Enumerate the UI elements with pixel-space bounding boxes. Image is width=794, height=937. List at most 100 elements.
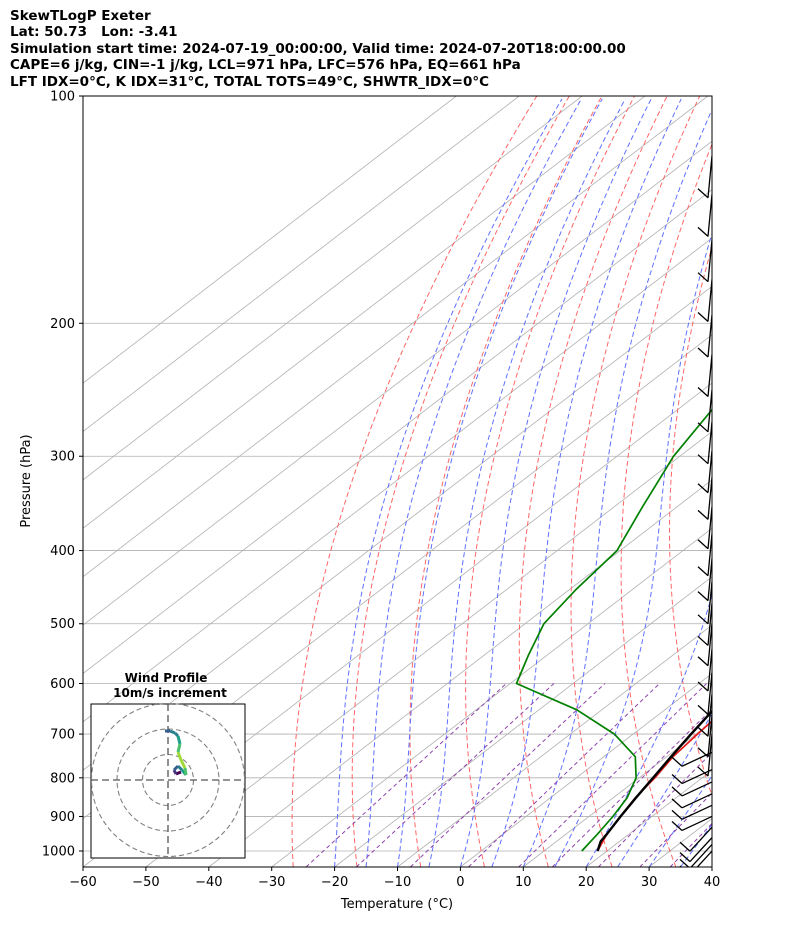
hodograph-segment	[179, 759, 187, 769]
hodograph-segment	[176, 735, 182, 745]
wind-barb-flag	[697, 188, 709, 199]
wind-barb-flag	[697, 509, 709, 520]
moist-adiabat	[680, 823, 712, 867]
x-tick-label: −50	[132, 875, 159, 890]
moist-adiabat	[554, 231, 712, 867]
mixing-ratio-line	[355, 683, 555, 867]
hodograph-segment	[183, 767, 188, 776]
mixing-ratio-line	[410, 683, 606, 867]
y-tick-label: 300	[50, 450, 75, 465]
inset-subtitle: 10m/s increment	[113, 686, 227, 700]
wind-barb-flag	[697, 566, 709, 577]
wind-barb	[671, 793, 712, 809]
moist-adiabat	[397, 98, 603, 867]
wind-barb	[679, 826, 712, 852]
wind-barb-staff	[707, 194, 712, 237]
hodograph-segment	[176, 743, 182, 753]
wind-barb-staff	[681, 751, 712, 767]
y-tick-label: 900	[50, 810, 75, 825]
x-tick-label: 30	[641, 875, 658, 890]
wind-barb-flag	[671, 798, 683, 809]
wind-barb-flag	[679, 841, 691, 852]
moist-adiabat	[585, 592, 712, 867]
wind-barb-flag	[671, 786, 683, 797]
wind-barb	[697, 648, 712, 692]
wind-barb	[697, 714, 712, 758]
x-tick-label: −60	[69, 875, 96, 890]
y-axis-label: Pressure (hPa)	[19, 434, 34, 527]
isotherm-line	[334, 576, 712, 867]
isotherm-line	[83, 96, 457, 384]
isotherm-line	[83, 382, 712, 867]
wind-barb-flag	[697, 766, 709, 777]
x-tick-label: −30	[258, 875, 285, 890]
isotherm-line	[460, 672, 712, 867]
wind-barb-staff	[689, 826, 712, 852]
x-tick-label: −40	[195, 875, 222, 890]
wind-barb-staff	[681, 793, 712, 809]
profile-lines	[515, 408, 712, 852]
wind-barb	[697, 603, 712, 646]
wind-barb	[671, 815, 712, 832]
wind-barb-flag	[671, 809, 683, 820]
isotherm-line	[397, 624, 712, 867]
wind-barb-staff	[707, 623, 712, 666]
isotherm-line	[83, 96, 520, 433]
inset-title: Wind Profile	[125, 671, 208, 685]
moist-adiabat	[711, 866, 712, 867]
wind-barb-staff	[707, 506, 712, 549]
hodograph-segment	[176, 751, 183, 761]
wind-barb	[697, 581, 712, 625]
dry-adiabat	[351, 96, 570, 867]
wind-barb	[671, 804, 712, 820]
wind-barb-flag	[697, 387, 709, 398]
wind-barb	[697, 354, 712, 398]
wind-barb-flag	[697, 539, 709, 550]
wind-barb	[697, 533, 712, 577]
isotherm-line	[523, 721, 712, 867]
wind-barb	[671, 768, 712, 785]
wind-barb-flag	[697, 704, 709, 715]
y-tick-label: 800	[50, 771, 75, 786]
wind-barb-staff	[707, 279, 712, 322]
cape-area	[708, 710, 712, 715]
x-tick-label: −10	[384, 875, 411, 890]
wind-barb	[679, 850, 712, 867]
dry-adiabat	[518, 96, 668, 867]
isotherm-line	[83, 189, 712, 674]
wind-barb	[697, 155, 712, 199]
x-axis-label: Temperature (°C)	[340, 897, 453, 912]
wind-barb-flag	[671, 820, 683, 831]
wind-barb-flag	[697, 483, 709, 494]
wind-profile-inset: Wind Profile 10m/s increment	[90, 671, 246, 859]
moist-adiabat	[428, 98, 626, 867]
wind-barb-staff	[696, 850, 712, 867]
wind-barb	[697, 194, 712, 237]
wind-barb	[697, 506, 712, 550]
hodograph-segment	[172, 769, 178, 775]
isotherm-line	[83, 140, 712, 626]
wind-barb-flag	[697, 272, 709, 283]
x-tick-label: 10	[515, 875, 532, 890]
isotherm-line	[83, 237, 712, 723]
y-tick-label: 600	[50, 677, 75, 692]
wind-barb-staff	[707, 389, 712, 432]
wind-barb-flag	[697, 747, 709, 758]
moist-adiabat	[617, 712, 712, 867]
header-indices-2: LFT IDX=0°C, K IDX=31°C, TOTAL TOTS=49°C…	[10, 73, 490, 90]
x-tick-label: 20	[578, 875, 595, 890]
moist-adiabat	[334, 98, 563, 867]
wind-barb-flag	[697, 681, 709, 692]
wind-barb-flag	[697, 312, 709, 322]
wind-barb	[697, 450, 712, 494]
wind-barb	[697, 421, 712, 465]
wind-barb-flag	[697, 635, 709, 646]
wind-barb-staff	[707, 155, 712, 198]
wind-barb	[697, 558, 712, 602]
parcel-path-line	[596, 709, 712, 852]
isotherm-line	[271, 527, 712, 867]
x-axis-ticks: −60 −50 −40 −30 −20 −10 0 10 20 30 40	[69, 867, 720, 890]
wind-barb-staff	[707, 558, 712, 601]
wind-barb-staff	[681, 815, 712, 832]
